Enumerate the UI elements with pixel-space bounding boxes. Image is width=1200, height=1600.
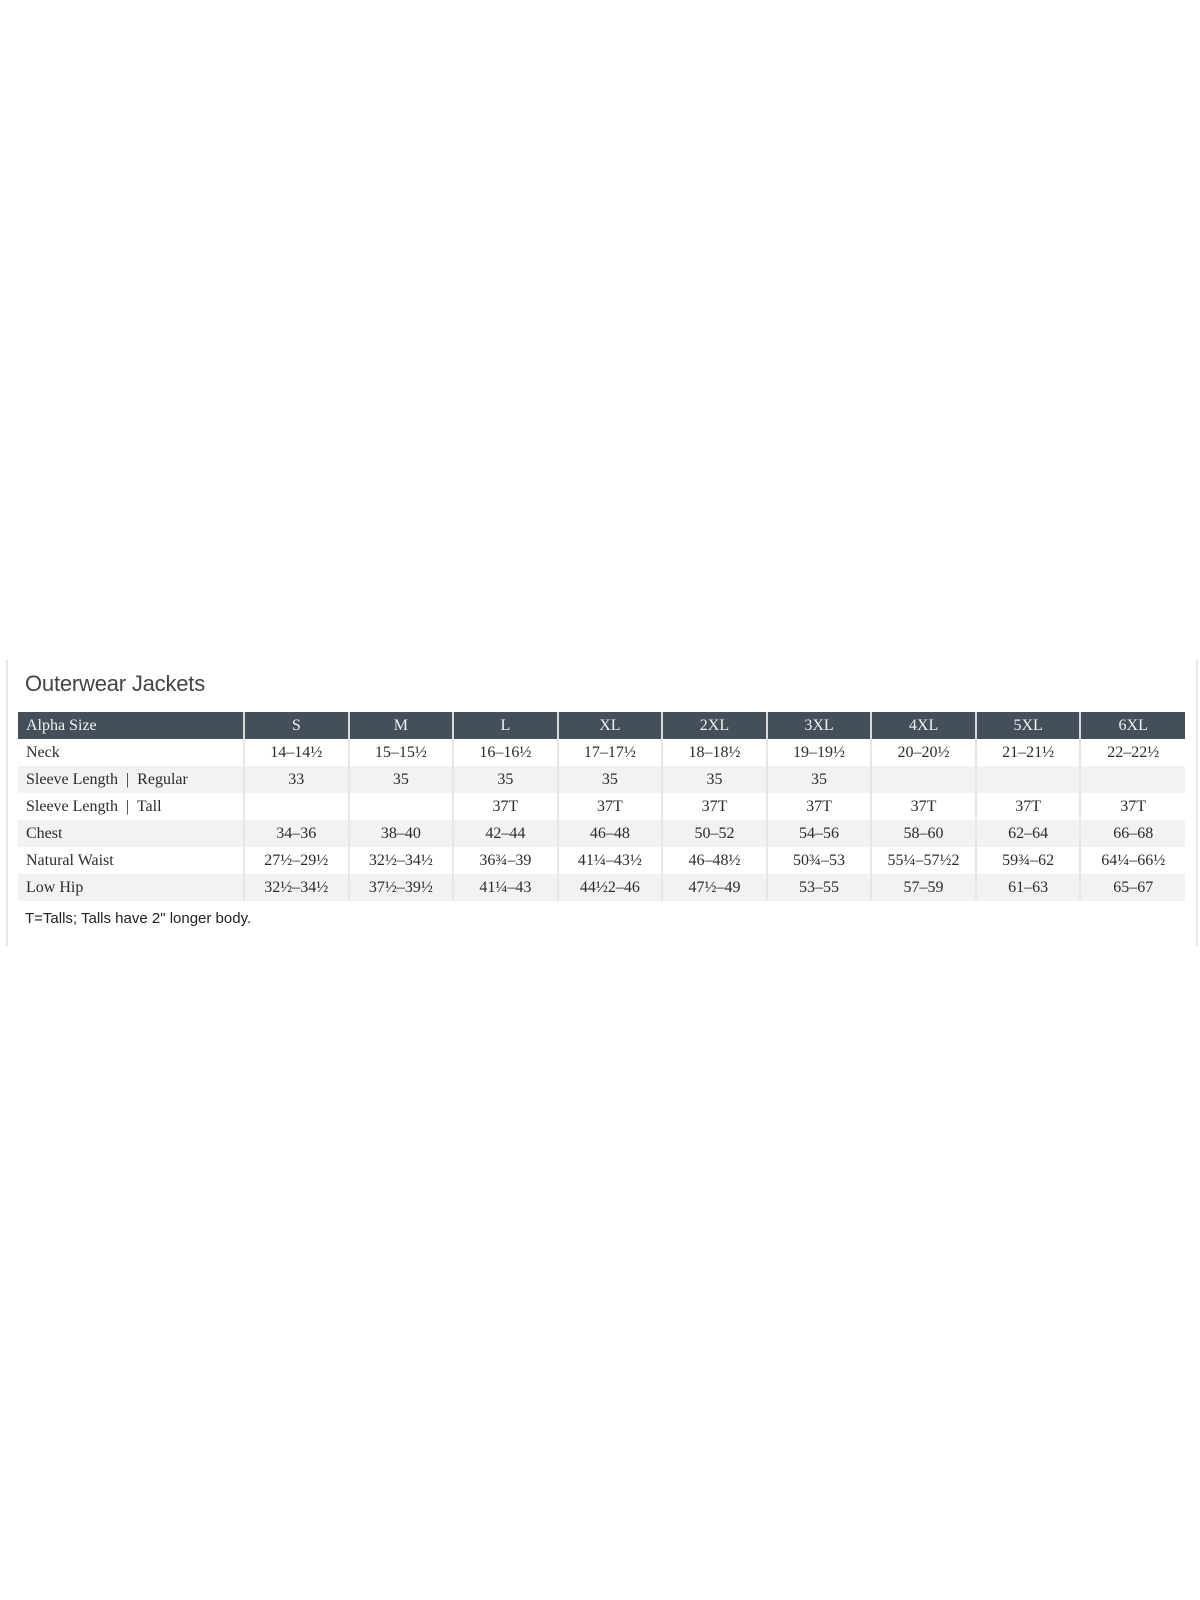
table-cell: 38–40 <box>347 820 454 847</box>
table-row: Low Hip 32½–34½ 37½–39½ 41¼–43 44½2–46 47½–49… <box>18 874 1185 901</box>
table-cell: 37T <box>556 793 663 820</box>
table-cell: 37T <box>974 793 1081 820</box>
table-cell: 44½2–46 <box>556 874 663 901</box>
row-label: Sleeve Length | Tall <box>26 797 162 815</box>
table-cell: 53–55 <box>765 874 872 901</box>
table-cell: 22–22½ <box>1079 739 1185 766</box>
row-label: Sleeve Length | Regular <box>18 766 244 793</box>
table-cell: 37T <box>765 793 872 820</box>
size-column-header: L <box>452 712 558 739</box>
table-cell: 16–16½ <box>452 739 558 766</box>
table-cell: 35 <box>556 766 663 793</box>
size-column-header: 4XL <box>870 712 976 739</box>
table-cell <box>974 766 1081 793</box>
size-column-header: XL <box>556 712 663 739</box>
table-cell: 21–21½ <box>974 739 1081 766</box>
size-column-header: M <box>347 712 454 739</box>
size-column-header: 3XL <box>765 712 872 739</box>
row-label: Neck <box>26 743 60 761</box>
table-cell: 58–60 <box>870 820 976 847</box>
table-row: Neck 14–14½ 15–15½ 16–16½ 17–17½ 18–18½ 19–19½… <box>18 739 1185 766</box>
table-cell <box>243 793 349 820</box>
row-label: Natural Waist <box>26 851 114 869</box>
table-cell: 15–15½ <box>347 739 454 766</box>
chart-title: Outerwear Jackets <box>25 671 206 696</box>
size-chart-table: Alpha Size S M L XL 2XL 3XL 4XL 5XL 6XL Neck 14–14… <box>18 712 1185 901</box>
table-cell: 62–64 <box>974 820 1081 847</box>
row-label: Low Hip <box>18 874 244 901</box>
table-cell: 46–48 <box>556 820 663 847</box>
size-column-header: 5XL <box>974 712 1081 739</box>
table-row: Chest 34–36 38–40 42–44 46–48 50–52 54–56 58–60… <box>18 820 1185 847</box>
footnote: T=Talls; Talls have 2" longer body. <box>25 910 252 927</box>
table-cell: 59¾–62 <box>974 847 1081 874</box>
table-cell: 37T <box>1079 793 1185 820</box>
table-cell: 50–52 <box>661 820 767 847</box>
table-cell: 37T <box>870 793 976 820</box>
table-cell: 41¼–43 <box>452 874 558 901</box>
table-cell: 35 <box>347 766 454 793</box>
table-cell: 37T <box>661 793 767 820</box>
table-cell: 54–56 <box>765 820 872 847</box>
table-cell: 35 <box>765 766 872 793</box>
table-row: Sleeve Length | Tall 37T 37T 37T 37T 37T 37T 37… <box>18 793 1185 820</box>
table-cell: 47½–49 <box>661 874 767 901</box>
table-header-row: Alpha Size S M L XL 2XL 3XL 4XL 5XL 6XL <box>18 712 1185 739</box>
table-row: Sleeve Length | Regular 33 35 35 35 35 35 <box>18 766 1185 793</box>
table-cell <box>870 766 976 793</box>
table-row: Natural Waist 27½–29½ 32½–34½ 36¾–39 41¼–43½… <box>18 847 1185 874</box>
size-column-header: 6XL <box>1079 712 1185 739</box>
frame-border-right <box>1196 660 1198 946</box>
table-cell: 19–19½ <box>765 739 872 766</box>
frame-border-left <box>6 660 8 946</box>
table-cell: 50¾–53 <box>765 847 872 874</box>
table-cell: 37T <box>452 793 558 820</box>
table-cell: 32½–34½ <box>243 874 349 901</box>
table-cell: 27½–29½ <box>243 847 349 874</box>
table-cell: 37½–39½ <box>347 874 454 901</box>
table-cell: 32½–34½ <box>347 847 454 874</box>
size-column-header: S <box>243 712 349 739</box>
table-cell: 66–68 <box>1079 820 1185 847</box>
table-cell: 35 <box>452 766 558 793</box>
table-cell: 42–44 <box>452 820 558 847</box>
table-cell: 61–63 <box>974 874 1081 901</box>
table-cell: 17–17½ <box>556 739 663 766</box>
table-cell <box>1079 766 1185 793</box>
table-cell: 33 <box>243 766 349 793</box>
table-cell: 46–48½ <box>661 847 767 874</box>
table-cell: 64¼–66½ <box>1079 847 1185 874</box>
table-cell <box>347 793 454 820</box>
table-cell: 20–20½ <box>870 739 976 766</box>
table-cell: 14–14½ <box>243 739 349 766</box>
size-column-header: 2XL <box>661 712 767 739</box>
table-cell: 18–18½ <box>661 739 767 766</box>
table-cell: 41¼–43½ <box>556 847 663 874</box>
row-label-header: Alpha Size <box>18 712 244 739</box>
table-cell: 35 <box>661 766 767 793</box>
table-cell: 65–67 <box>1079 874 1185 901</box>
table-cell: 55¼–57½2 <box>870 847 976 874</box>
table-cell: 57–59 <box>870 874 976 901</box>
row-label: Chest <box>18 820 244 847</box>
table-cell: 36¾–39 <box>452 847 558 874</box>
table-cell: 34–36 <box>243 820 349 847</box>
